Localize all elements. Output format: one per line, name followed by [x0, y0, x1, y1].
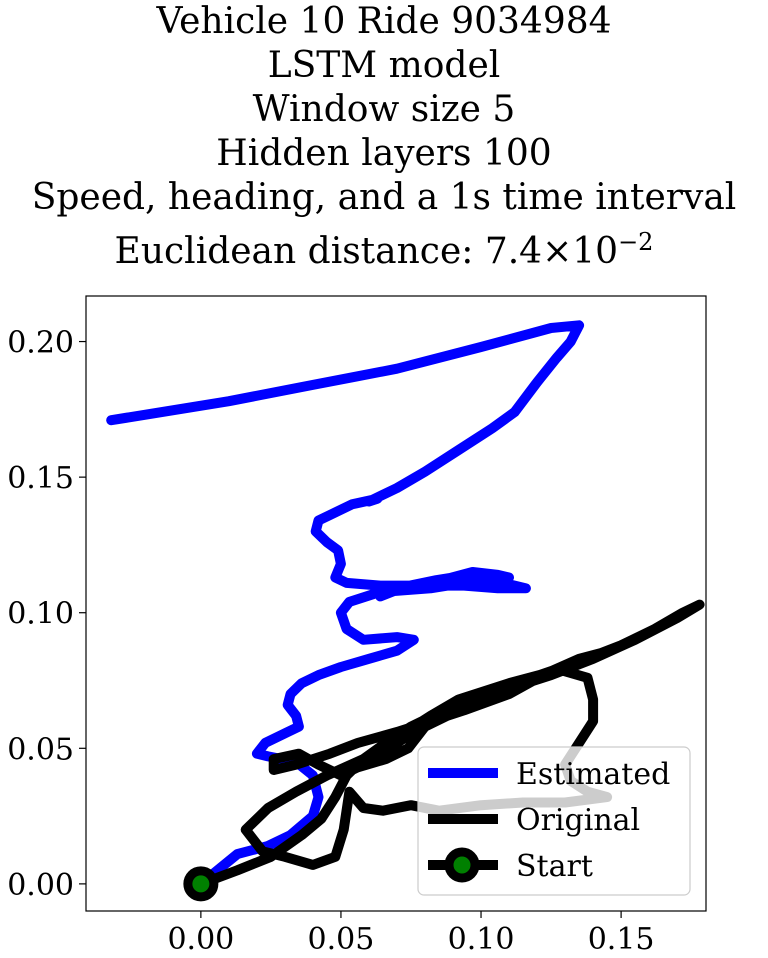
y-tick-label: 0.00 — [7, 868, 74, 903]
x-tick-label: 0.00 — [167, 922, 234, 957]
legend: Estimated Original Start — [417, 746, 691, 896]
x-tick-label: 0.15 — [588, 922, 655, 957]
axes-ticks: 0.00 0.05 0.10 0.15 0.00 0.05 0.10 0.15 0.20 — [7, 326, 654, 957]
metric-text: Euclidean distance: 7.4×10 — [114, 231, 619, 272]
chart-title-line-4: Hidden layers 100 — [216, 133, 552, 174]
legend-label-estimated: Estimated — [516, 757, 670, 792]
legend-swatch-start-marker — [444, 847, 480, 883]
chart-title-block: Vehicle 10 Ride 9034984 LSTM model Windo… — [0, 0, 768, 274]
y-tick-label: 0.05 — [7, 732, 74, 767]
start-marker — [183, 866, 219, 902]
series-line-estimated — [106, 320, 585, 889]
y-tick-label: 0.15 — [7, 461, 74, 496]
chart-title-line-3: Window size 5 — [252, 89, 516, 130]
plot-frame — [85, 295, 707, 912]
metric-exponent: −2 — [618, 228, 654, 256]
x-tick-label: 0.10 — [448, 922, 515, 957]
legend-label-original: Original — [516, 803, 640, 838]
y-tick-label: 0.20 — [7, 326, 74, 361]
chart-title-line-1: Vehicle 10 Ride 9034984 — [156, 1, 612, 42]
chart-title-metric: Euclidean distance: 7.4×10−2 — [0, 220, 768, 274]
x-tick-label: 0.05 — [308, 922, 375, 957]
chart-title-line-5: Speed, heading, and a 1s time interval — [31, 177, 737, 218]
chart-title-line-2: LSTM model — [267, 45, 501, 86]
legend-frame — [417, 746, 691, 896]
y-tick-label: 0.10 — [7, 597, 74, 632]
legend-label-start: Start — [516, 849, 593, 884]
